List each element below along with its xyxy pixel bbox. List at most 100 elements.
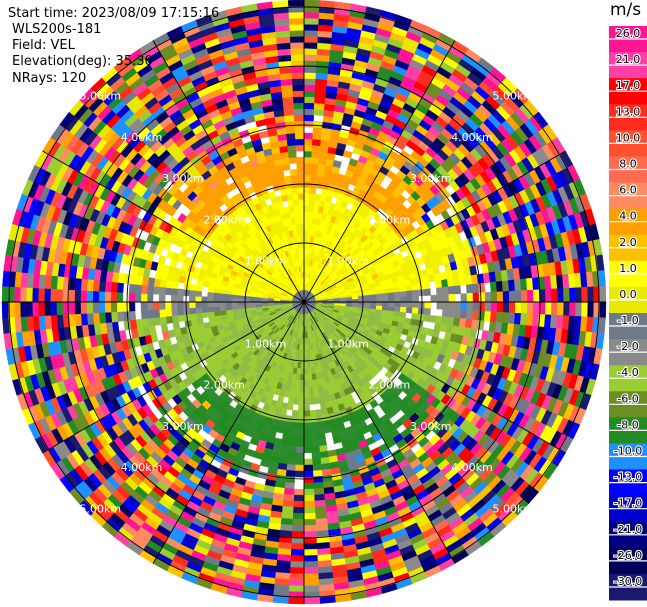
velocity-cell [432,265,441,275]
velocity-cell [134,292,142,303]
velocity-cell [598,270,606,287]
velocity-cell [575,287,583,303]
velocity-cell [364,301,371,306]
velocity-cell [303,524,317,532]
velocity-cell [308,199,315,207]
velocity-cell [587,286,595,303]
velocity-cell [219,297,226,303]
velocity-cell [311,138,322,147]
velocity-cell [496,301,504,313]
velocity-cell [308,391,315,399]
velocity-cell [315,78,328,87]
velocity-cell [423,281,431,290]
velocity-cell [272,596,289,604]
velocity-cell [484,291,492,303]
velocity-cell [50,314,58,329]
velocity-cell [158,294,166,303]
velocity-cell [526,289,534,303]
velocity-cell [310,175,318,183]
velocity-cell [287,451,297,460]
velocity-cell [298,404,305,411]
velocity-cell [288,579,305,587]
velocity-cell [313,391,320,399]
velocity-cell [411,307,419,315]
velocity-cell [472,301,480,312]
velocity-cell [448,301,456,311]
velocity-cell [86,279,95,292]
velocity-cell [306,349,310,357]
velocity-cell [501,280,510,292]
velocity-cell [37,287,45,303]
velocity-cell [159,316,168,325]
velocity-cell [465,284,474,294]
velocity-cell [309,193,316,201]
velocity-cell [195,307,203,314]
velocity-cell [316,548,331,556]
velocity-cell [447,285,456,295]
velocity-cell [287,397,295,405]
velocity-cell [294,470,305,478]
velocity-cell [207,296,214,303]
velocity-cell [289,433,298,441]
velocity-cell [447,309,456,319]
velocity-cell [394,301,401,308]
velocity-cell [312,385,319,393]
velocity-cell [375,293,383,299]
velocity-cell [116,282,125,293]
velocity-cell [411,283,419,291]
velocity-cell [310,163,319,171]
velocity-cell [303,78,316,86]
velocity-cell [176,301,184,309]
velocity-cell [296,428,305,436]
velocity-cell [225,301,232,307]
velocity-cell [207,301,214,308]
velocity-cell [74,313,82,327]
velocity-cell [303,386,309,393]
velocity-cell [80,313,89,326]
velocity-cell [313,397,321,405]
velocity-cell [86,301,94,314]
velocity-cell [303,506,316,514]
velocity-cell [303,102,315,110]
velocity-cell [303,211,309,218]
velocity-cell [74,301,82,315]
velocity-cell [110,281,119,293]
velocity-cell [557,301,564,316]
velocity-cell [405,290,413,297]
velocity-cell [311,144,321,153]
velocity-cell [188,295,196,303]
velocity-cell [289,573,305,581]
velocity-cell [476,320,485,331]
velocity-cell [293,397,300,405]
velocity-cell [490,301,498,313]
velocity-cell [13,301,21,318]
velocity-cell [453,309,462,319]
velocity-cell [587,301,595,318]
velocity-cell [393,291,401,298]
velocity-cell [50,301,57,316]
velocity-cell [303,29,319,37]
velocity-cell [400,301,407,308]
velocity-cell [195,312,203,320]
velocity-cell [165,308,173,317]
velocity-cell [282,499,294,508]
velocity-cell [219,305,227,312]
velocity-cell [369,294,377,299]
velocity-cell [489,311,498,323]
velocity-cell [25,287,33,303]
velocity-cell [376,297,383,303]
velocity-cell [171,308,179,317]
velocity-cell [290,555,305,562]
velocity-cell [532,289,540,303]
velocity-cell [478,301,486,312]
velocity-cell [158,286,167,295]
velocity-cell [496,291,504,303]
velocity-cell [303,138,313,146]
velocity-cell [225,297,232,303]
velocity-cell [295,452,305,460]
velocity-cell [298,392,305,399]
velocity-cell [526,301,534,315]
velocity-cell [294,464,305,472]
velocity-cell [303,476,314,484]
velocity-cell [311,451,321,460]
